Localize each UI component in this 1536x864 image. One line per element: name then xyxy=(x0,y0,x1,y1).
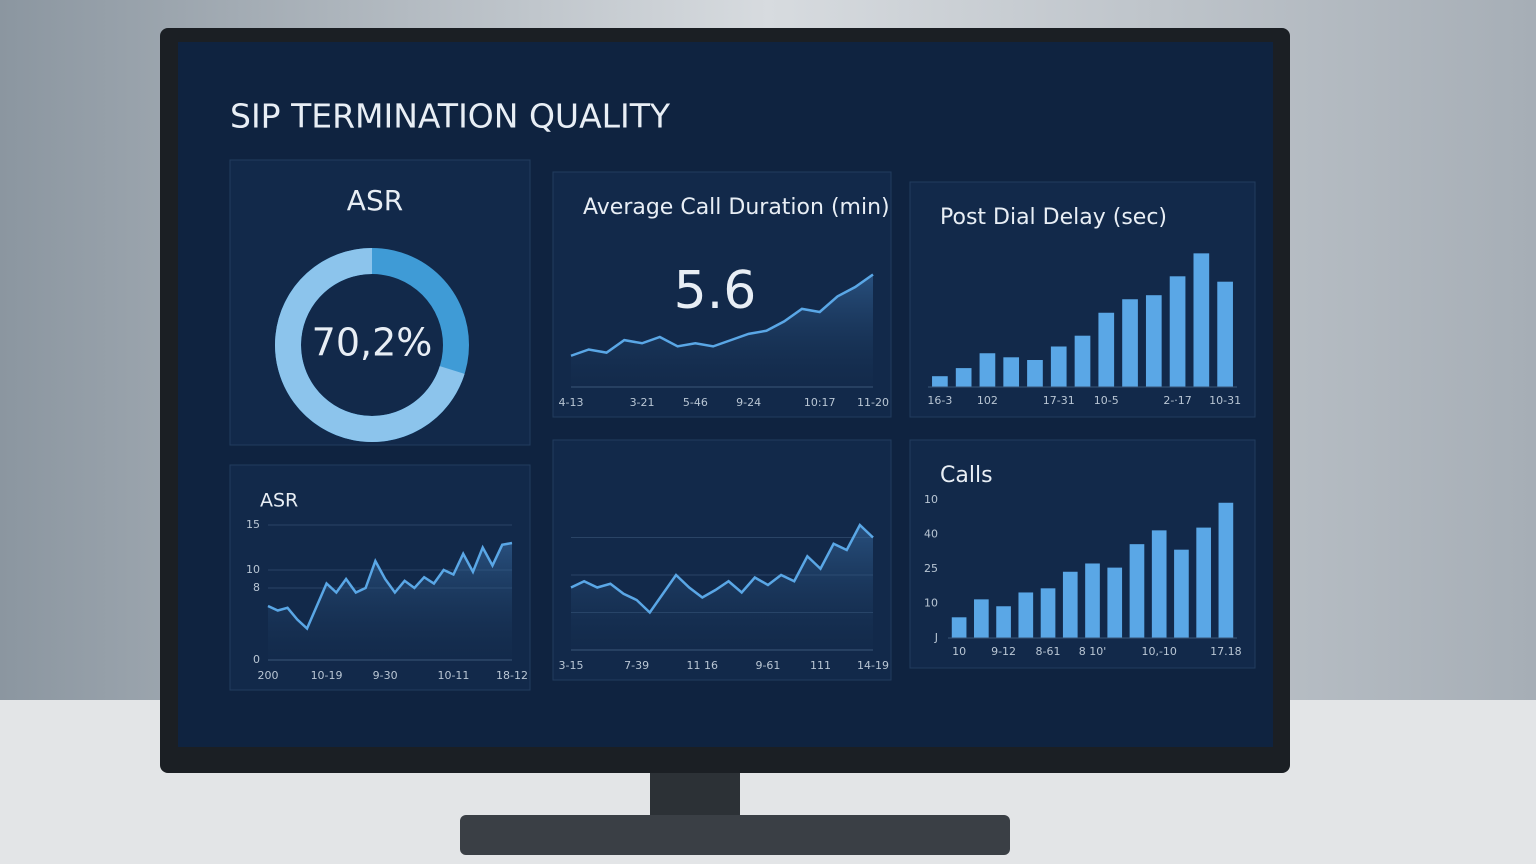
kpi-value: 5.6 xyxy=(674,261,757,321)
line-area xyxy=(571,274,873,387)
x-tick-label: 10-19 xyxy=(311,669,343,682)
bar xyxy=(1050,346,1067,387)
bar xyxy=(1145,295,1162,387)
x-tick-label: 10 xyxy=(952,645,966,658)
bar xyxy=(1107,567,1123,638)
y-tick-label: 15 xyxy=(246,518,260,531)
bar xyxy=(1196,527,1211,638)
chart-title: Calls xyxy=(940,463,993,488)
y-axis-label: J xyxy=(934,631,938,644)
line-area xyxy=(571,525,873,650)
bar xyxy=(955,368,972,387)
x-tick-label: 9-24 xyxy=(736,396,761,409)
x-tick-label: 17.18 xyxy=(1210,645,1242,658)
x-tick-label: 102 xyxy=(977,394,998,407)
bar xyxy=(1018,592,1034,638)
x-tick-label: 9-12 xyxy=(991,645,1016,658)
x-tick-label: 18-12 xyxy=(496,669,528,682)
x-tick-label: 4-13 xyxy=(559,396,584,409)
x-tick-label: 200 xyxy=(258,669,279,682)
bar xyxy=(1074,335,1091,387)
y-axis-label: 10 xyxy=(924,597,938,610)
bar xyxy=(1027,360,1043,387)
x-tick-label: 10:17 xyxy=(804,396,836,409)
chart-title: ASR xyxy=(260,490,298,512)
x-tick-label: 7-39 xyxy=(624,659,649,672)
x-tick-label: 14-19 xyxy=(857,659,889,672)
bar xyxy=(996,606,1011,638)
line xyxy=(570,273,874,357)
bar xyxy=(951,617,967,638)
bar xyxy=(979,353,996,387)
bar xyxy=(1003,357,1020,387)
x-tick-label: 111 xyxy=(810,659,831,672)
x-tick-label: 16-3 xyxy=(927,394,952,407)
bar xyxy=(1193,253,1210,387)
x-tick-label: 11 16 xyxy=(687,659,719,672)
dashboard-title: SIP TERMINATION QUALITY xyxy=(230,97,671,136)
bar xyxy=(1218,502,1234,638)
y-tick-label: 0 xyxy=(253,653,260,666)
x-tick-label: 10,-10 xyxy=(1141,645,1176,658)
bar xyxy=(974,599,989,638)
x-tick-label: 3-21 xyxy=(630,396,655,409)
chart-title: Post Dial Delay (sec) xyxy=(940,205,1167,230)
panel xyxy=(229,159,531,446)
x-tick-label: 10-31 xyxy=(1209,394,1241,407)
x-tick-label: 3-15 xyxy=(559,659,584,672)
bar xyxy=(1151,530,1167,638)
chart-title: ASR xyxy=(347,184,403,217)
y-axis-label: 25 xyxy=(924,562,938,575)
line-area xyxy=(268,543,512,660)
y-tick-label: 10 xyxy=(246,563,260,576)
x-tick-label: 9-30 xyxy=(373,669,398,682)
x-tick-label: 8-61 xyxy=(1036,645,1061,658)
y-axis-label: 10 xyxy=(924,493,938,506)
bar xyxy=(932,376,948,387)
x-tick-label: 8 10' xyxy=(1079,645,1107,658)
donut-value xyxy=(275,248,465,442)
bar xyxy=(1040,588,1056,638)
line xyxy=(267,541,513,631)
x-tick-label: 11-20 xyxy=(857,396,889,409)
bar xyxy=(1174,549,1189,638)
bar xyxy=(1169,276,1186,387)
x-tick-label: 10-11 xyxy=(437,669,469,682)
chart-title: Average Call Duration (min) xyxy=(583,195,890,220)
bar xyxy=(1098,312,1115,387)
stand-base xyxy=(460,815,1010,855)
y-axis-label: 40 xyxy=(924,528,938,541)
bar xyxy=(1122,299,1138,387)
bar xyxy=(1217,281,1233,387)
donut-label: 70,2% xyxy=(312,321,433,365)
x-tick-label: 2-·17 xyxy=(1163,394,1191,407)
x-tick-label: 17-31 xyxy=(1043,394,1075,407)
line xyxy=(570,522,874,615)
charts: ASR 70,2% Average Call Duration (min) 5.6 4-… xyxy=(229,159,1256,691)
x-tick-label: 10-5 xyxy=(1094,394,1119,407)
bar xyxy=(1085,563,1100,638)
y-tick-label: 8 xyxy=(253,581,260,594)
x-tick-label: 9-61 xyxy=(755,659,780,672)
bar xyxy=(1129,544,1145,638)
x-tick-label: 5-46 xyxy=(683,396,708,409)
bar xyxy=(1062,571,1078,638)
